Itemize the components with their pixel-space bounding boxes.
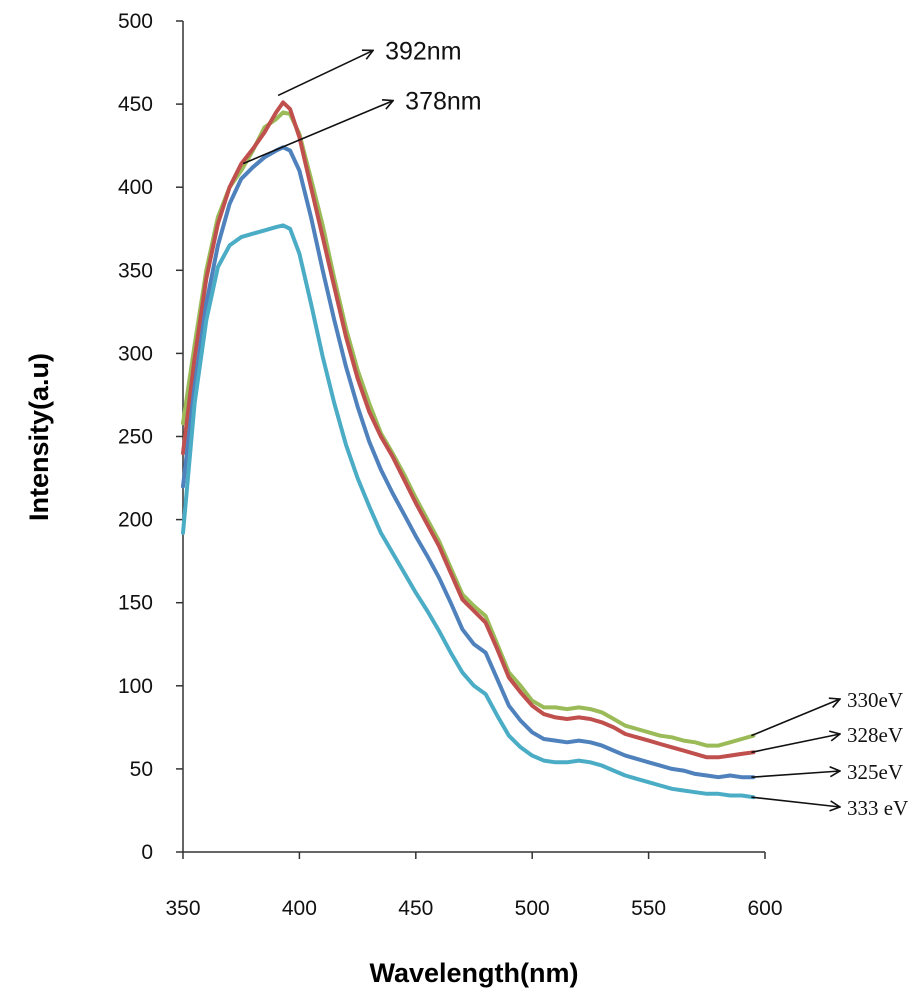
y-ticks: 0 50 100 150 200 250 300 350 400 450 500 [118, 10, 183, 864]
y-axis-title: Intensity(a.u) [24, 353, 54, 521]
series-line-333ev [181, 223, 756, 800]
axes [182, 21, 765, 853]
series-line-330ev [181, 110, 756, 748]
x-tick-label: 350 [165, 897, 200, 920]
series-label-333ev: 333 eV [847, 796, 908, 820]
series-label-arrow-325ev [751, 771, 840, 779]
x-tick-label: 450 [398, 897, 433, 920]
y-tick-label: 400 [118, 176, 153, 199]
x-tick-label: 400 [282, 897, 317, 920]
x-tick-label: 600 [747, 897, 782, 920]
series-label-330ev: 330eV [847, 688, 903, 712]
y-tick-label: 0 [141, 841, 153, 864]
series-label-325ev: 325eV [847, 760, 903, 784]
y-tick-label: 200 [118, 509, 153, 532]
y-tick-label: 150 [118, 592, 153, 615]
series-label-group: 330eV 328eV 325eV 333 eV [751, 688, 908, 820]
y-tick-label: 450 [118, 93, 153, 116]
y-tick-label: 350 [118, 259, 153, 282]
series-group [181, 100, 756, 800]
y-tick-label: 500 [118, 10, 153, 33]
y-tick-label: 50 [130, 758, 153, 781]
annotation-group: 392nm 378nm [242, 37, 482, 165]
x-axis-title: Wavelength(nm) [370, 958, 579, 988]
annotation-label: 392nm [385, 37, 461, 65]
series-label-arrow-330ev [751, 699, 840, 737]
annotation-label: 378nm [405, 88, 481, 116]
series-label-arrow-328ev [751, 734, 840, 754]
x-tick-label: 500 [515, 897, 550, 920]
y-tick-label: 100 [118, 675, 153, 698]
annotation-arrow [242, 101, 393, 165]
y-tick-label: 300 [118, 342, 153, 365]
x-ticks: 350 400 450 500 550 600 [165, 852, 783, 920]
series-label-arrow-333ev [751, 796, 840, 807]
y-tick-label: 250 [118, 426, 153, 449]
x-tick-label: 550 [631, 897, 666, 920]
annotation-arrow [277, 50, 373, 97]
series-line-328ev [181, 100, 756, 760]
series-label-328ev: 328eV [847, 723, 903, 747]
series-line-325ev [181, 145, 756, 780]
